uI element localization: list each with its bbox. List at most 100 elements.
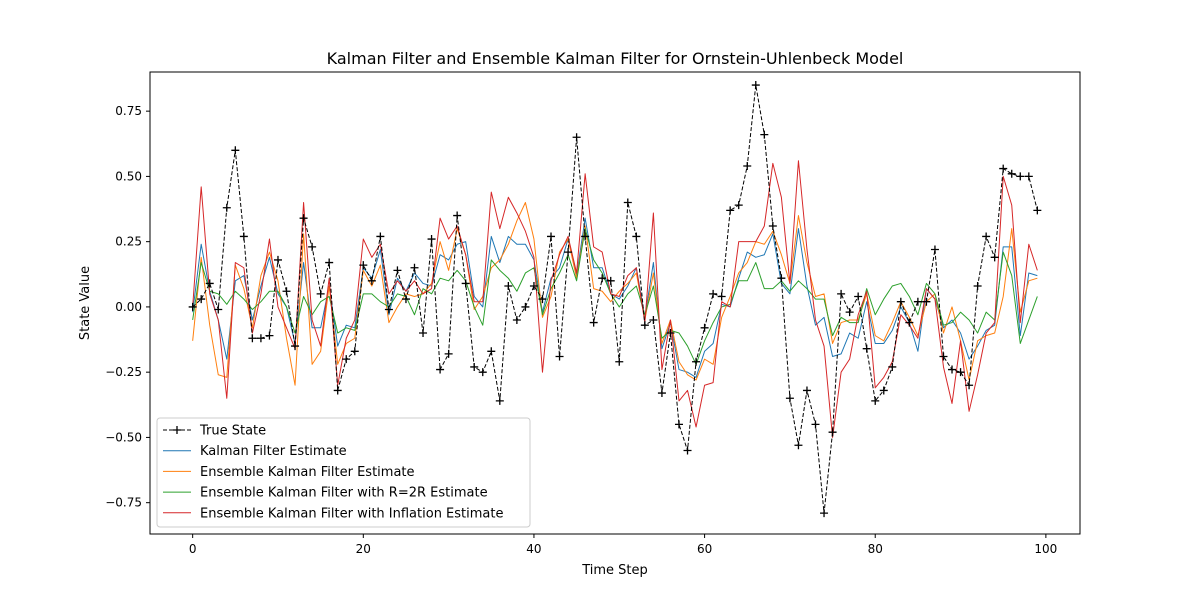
legend-label-0: True State (199, 424, 266, 439)
true-state-marker (273, 255, 282, 264)
y-tick-label: 0.00 (115, 300, 142, 314)
x-axis-label: Time Step (581, 563, 648, 578)
true-state-marker (777, 274, 786, 283)
y-tick-label: −0.75 (105, 496, 142, 510)
true-state-marker (948, 365, 957, 374)
true-state-marker (427, 235, 436, 244)
y-tick-label: −0.50 (105, 430, 142, 444)
true-state-marker (871, 396, 880, 405)
true-state-marker (845, 308, 854, 317)
true-state-marker (674, 420, 683, 429)
series-line-0 (192, 84, 1038, 514)
true-state-marker (982, 232, 991, 241)
true-state-marker (308, 242, 317, 251)
true-state-marker (470, 362, 479, 371)
true-state-marker (896, 297, 905, 306)
x-tick-label: 60 (697, 542, 712, 556)
legend-items: True State Kalman Filter Estimate Ensemble… (163, 424, 503, 521)
true-state-marker (649, 315, 658, 324)
y-tick-label: 0.25 (115, 235, 142, 249)
true-state-marker (512, 315, 521, 324)
true-state-marker (325, 258, 334, 267)
legend: True State Kalman Filter Estimate Ensemble… (156, 417, 531, 528)
legend-label-4: Ensemble Kalman Filter with Inflation Es… (200, 506, 503, 521)
plot-area (188, 81, 1042, 518)
true-state-marker (632, 232, 641, 241)
true-state-marker (1016, 172, 1025, 181)
true-state-marker (640, 321, 649, 330)
true-state-marker (623, 198, 632, 207)
true-state-marker (1024, 172, 1033, 181)
true-state-marker (956, 368, 965, 377)
axis-ticks: 0 20 40 60 80 100 −0.75 −0.50 −0.25 0.00 0.25 0.50 0… (105, 104, 1057, 556)
true-state-marker (922, 297, 931, 306)
true-state-marker (692, 357, 701, 366)
true-state-marker (734, 201, 743, 210)
true-state-marker (939, 352, 948, 361)
true-state-marker (785, 394, 794, 403)
true-state-marker (461, 279, 470, 288)
true-state-marker (751, 81, 760, 90)
true-state-marker (717, 292, 726, 301)
true-state-marker (239, 232, 248, 241)
true-state-marker (256, 334, 265, 343)
true-state-marker (487, 347, 496, 356)
true-state-marker (555, 352, 564, 361)
true-state-marker (581, 232, 590, 241)
true-state-marker (197, 295, 206, 304)
true-state-marker (794, 441, 803, 450)
true-state-marker (726, 206, 735, 215)
true-state-marker (657, 389, 666, 398)
true-state-marker (529, 282, 538, 291)
true-state-marker (999, 164, 1008, 173)
true-state-marker (205, 279, 214, 288)
true-state-marker (606, 276, 615, 285)
true-state-marker (367, 276, 376, 285)
true-state-marker (282, 287, 291, 296)
axes-frame (149, 71, 1081, 535)
x-tick-label: 20 (356, 542, 371, 556)
legend-frame (156, 417, 531, 528)
true-state-marker (862, 344, 871, 353)
true-state-marker (419, 329, 428, 338)
y-axis-label: State Value (78, 266, 93, 340)
true-state-marker (1033, 206, 1042, 215)
x-tick-label: 0 (189, 542, 197, 556)
true-state-marker (444, 349, 453, 358)
true-state-marker (990, 253, 999, 262)
true-state-marker (854, 292, 863, 301)
true-state-marker (521, 302, 530, 311)
true-state-marker (410, 263, 419, 272)
true-state-marker (802, 386, 811, 395)
series-line-3 (192, 228, 1038, 365)
x-tick-label: 100 (1034, 542, 1057, 556)
true-state-marker (495, 396, 504, 405)
true-state-marker (879, 386, 888, 395)
true-state-marker (478, 368, 487, 377)
true-state-marker (768, 222, 777, 230)
true-state-marker (436, 365, 445, 374)
true-state-marker (905, 318, 914, 327)
true-state-marker (350, 347, 359, 356)
true-state-marker (214, 305, 223, 314)
true-state-marker (743, 161, 752, 170)
true-state-marker (1007, 169, 1016, 178)
true-state-marker (589, 318, 598, 327)
true-state-marker (930, 245, 939, 254)
true-state-marker (342, 355, 351, 364)
true-state-marker (299, 214, 308, 223)
true-state-marker (709, 289, 718, 298)
true-state-marker (401, 295, 410, 304)
true-state-marker (504, 282, 513, 291)
legend-label-1: Kalman Filter Estimate (200, 444, 347, 459)
true-state-marker (683, 446, 692, 455)
true-state-marker (538, 295, 547, 304)
true-state-marker (913, 297, 922, 306)
true-state-marker (265, 331, 274, 340)
true-state-marker (837, 289, 846, 298)
true-state-marker (359, 261, 368, 270)
true-state-marker (231, 146, 240, 155)
true-state-marker (188, 302, 197, 311)
true-state-marker (564, 248, 573, 257)
